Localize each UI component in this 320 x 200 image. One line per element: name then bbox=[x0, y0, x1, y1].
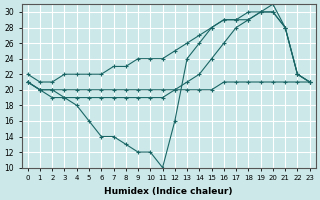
X-axis label: Humidex (Indice chaleur): Humidex (Indice chaleur) bbox=[104, 187, 233, 196]
